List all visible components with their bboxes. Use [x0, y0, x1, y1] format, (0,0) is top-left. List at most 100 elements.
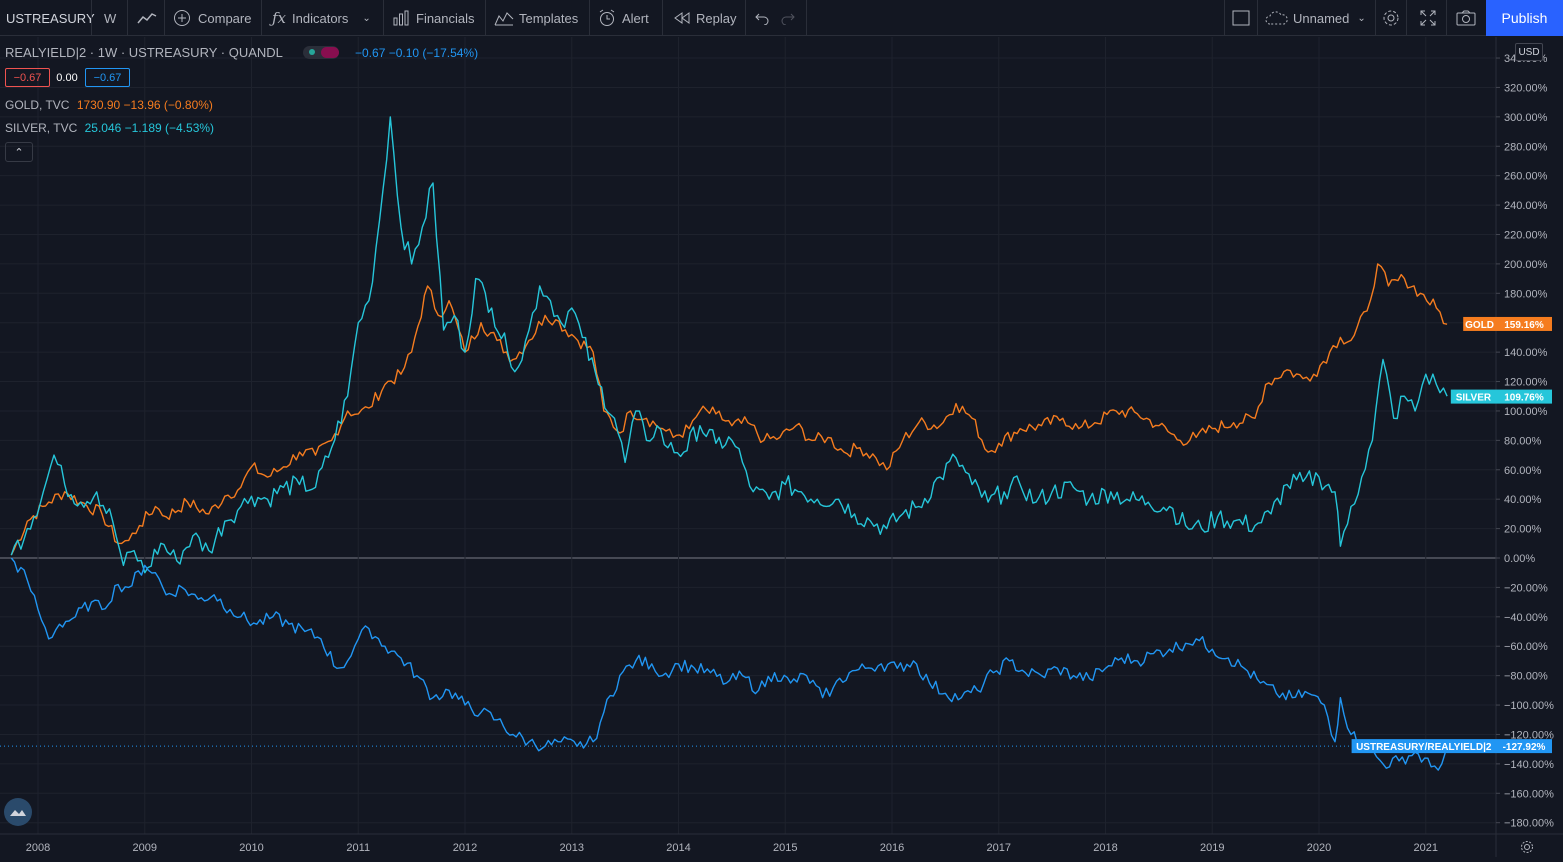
undo-button[interactable] [754, 0, 770, 36]
price-chart[interactable]: 340.00%320.00%300.00%280.00%260.00%240.0… [0, 37, 1563, 857]
price-tick-label: 40.00% [1504, 494, 1542, 506]
price-tick-label: 240.00% [1504, 200, 1548, 212]
redo-button[interactable] [780, 0, 796, 36]
divider [806, 0, 807, 36]
divider [91, 0, 92, 36]
last-value-tag-label: -127.92% [1503, 742, 1546, 753]
price-tick-label: 320.00% [1504, 82, 1548, 94]
chart-last-value-labels: GOLD 159.16% SILVER 109.76% USTREASURY/REALY… [1351, 316, 1552, 754]
last-value-tag [1496, 389, 1552, 404]
spread-value: 0.00 [56, 71, 78, 84]
chart-style-button[interactable] [137, 0, 157, 36]
price-tick-label: 120.00% [1504, 377, 1548, 389]
time-tick-label: 2009 [133, 842, 157, 854]
price-tick-label: 100.00% [1504, 406, 1548, 418]
expand-icon [1420, 10, 1436, 26]
time-tick-label: 2011 [346, 842, 370, 854]
time-tick-label: 2019 [1200, 842, 1224, 854]
price-tick-label: −60.00% [1504, 641, 1548, 653]
snapshot-button[interactable] [1455, 0, 1477, 36]
silver-legend-label: SILVER, TVC [5, 121, 78, 135]
price-tick-label: 200.00% [1504, 259, 1548, 271]
dot-icon [309, 49, 315, 55]
symbol-search-button[interactable]: USTREASURY [6, 0, 95, 36]
fullscreen-layout-button[interactable] [1231, 0, 1251, 36]
divider [745, 0, 746, 36]
gear-icon [1521, 841, 1533, 853]
time-tick-label: 2021 [1414, 842, 1438, 854]
indicators-button[interactable]: ƒx Indicators ⌄ [272, 0, 371, 36]
time-tick-label: 2012 [453, 842, 477, 854]
divider [1224, 0, 1225, 36]
price-scale[interactable] [1496, 37, 1563, 857]
time-tick-label: 2015 [773, 842, 797, 854]
divider [164, 0, 165, 36]
divider [485, 0, 486, 36]
silver-legend-values: 25.046 −1.189 (−4.53%) [84, 121, 215, 135]
interval-button[interactable]: W [104, 0, 116, 36]
price-tick-label: −20.00% [1504, 582, 1548, 594]
series-line-0[interactable] [10, 263, 1448, 556]
tradingview-logo[interactable] [4, 798, 32, 826]
chevron-down-icon[interactable]: ⌄ [362, 12, 371, 24]
layout-name-button[interactable]: Unnamed ⌄ [1265, 0, 1366, 36]
divider [1375, 0, 1376, 36]
replay-label: Replay [696, 10, 737, 26]
silver-legend[interactable]: SILVER, TVC 25.046 −1.189 (−4.53%) [5, 121, 214, 135]
scale-settings-button[interactable] [1517, 837, 1537, 857]
currency-label[interactable]: USD [1515, 43, 1543, 61]
camera-icon [1456, 10, 1476, 26]
series-name-tag [1450, 389, 1496, 404]
ask-value-box: −0.67 [85, 68, 130, 87]
last-value-tag [1496, 739, 1552, 754]
price-tick-label: −160.00% [1504, 788, 1554, 800]
last-value-tag-label: 109.76% [1504, 393, 1544, 404]
redo-icon [781, 13, 795, 25]
bid-value-box: −0.67 [5, 68, 50, 87]
gold-legend-label: GOLD, TVC [5, 98, 70, 112]
series-name-tag-label: GOLD [1465, 320, 1494, 331]
series-line-1[interactable] [10, 116, 1448, 574]
replay-button[interactable]: Replay [673, 0, 736, 36]
alert-button[interactable]: Alert [598, 0, 649, 36]
compare-button[interactable]: Compare [173, 0, 251, 36]
fullscreen-button[interactable] [1419, 0, 1437, 36]
visibility-toggle[interactable] [303, 46, 339, 59]
layout-name-label: Unnamed [1293, 10, 1350, 26]
main-series-legend[interactable]: REALYIELD|2 · 1W · USTREASURY · QUANDL [5, 45, 283, 60]
collapse-legend-button[interactable]: ⌃ [5, 142, 33, 162]
price-tick-label: 300.00% [1504, 112, 1548, 124]
series-name-tag-label: USTREASURY/REALYIELD|2 [1356, 742, 1492, 753]
time-tick-label: 2013 [560, 842, 584, 854]
rewind-icon [674, 12, 690, 24]
series-line-2[interactable] [10, 557, 1448, 771]
main-series-change: −0.67 −0.10 (−17.54%) [355, 46, 479, 60]
price-tick-label: 220.00% [1504, 229, 1548, 241]
settings-button[interactable] [1381, 0, 1401, 36]
gold-legend-values: 1730.90 −13.96 (−0.80%) [76, 98, 213, 112]
price-tick-label: 140.00% [1504, 347, 1548, 359]
plus-circle-icon [174, 10, 190, 26]
alert-label: Alert [622, 10, 649, 26]
templates-icon [494, 12, 514, 26]
chart-grid [0, 37, 1496, 834]
chart-series [0, 116, 1496, 771]
top-toolbar: USTREASURY W Compare ƒx Indicators ⌄ Fin… [0, 0, 1563, 36]
chart-axes: 340.00%320.00%300.00%280.00%260.00%240.0… [0, 37, 1563, 857]
fx-icon: ƒx [272, 9, 287, 27]
square-icon [1232, 10, 1250, 26]
divider [383, 0, 384, 36]
compare-label: Compare [198, 10, 252, 26]
chevron-down-icon: ⌄ [1357, 12, 1366, 24]
series-name-tag-label: SILVER [1456, 393, 1492, 404]
time-tick-label: 2010 [239, 842, 263, 854]
publish-button[interactable]: Publish [1486, 0, 1563, 36]
financials-button[interactable]: Financials [392, 0, 475, 36]
wave-logo-icon [10, 810, 26, 816]
last-value-tag-label: 159.16% [1504, 320, 1544, 331]
price-tick-label: −140.00% [1504, 759, 1554, 771]
templates-button[interactable]: Templates [494, 0, 578, 36]
gold-legend[interactable]: GOLD, TVC 1730.90 −13.96 (−0.80%) [5, 98, 213, 112]
price-tick-label: 280.00% [1504, 141, 1548, 153]
interval-label: W [104, 10, 117, 26]
